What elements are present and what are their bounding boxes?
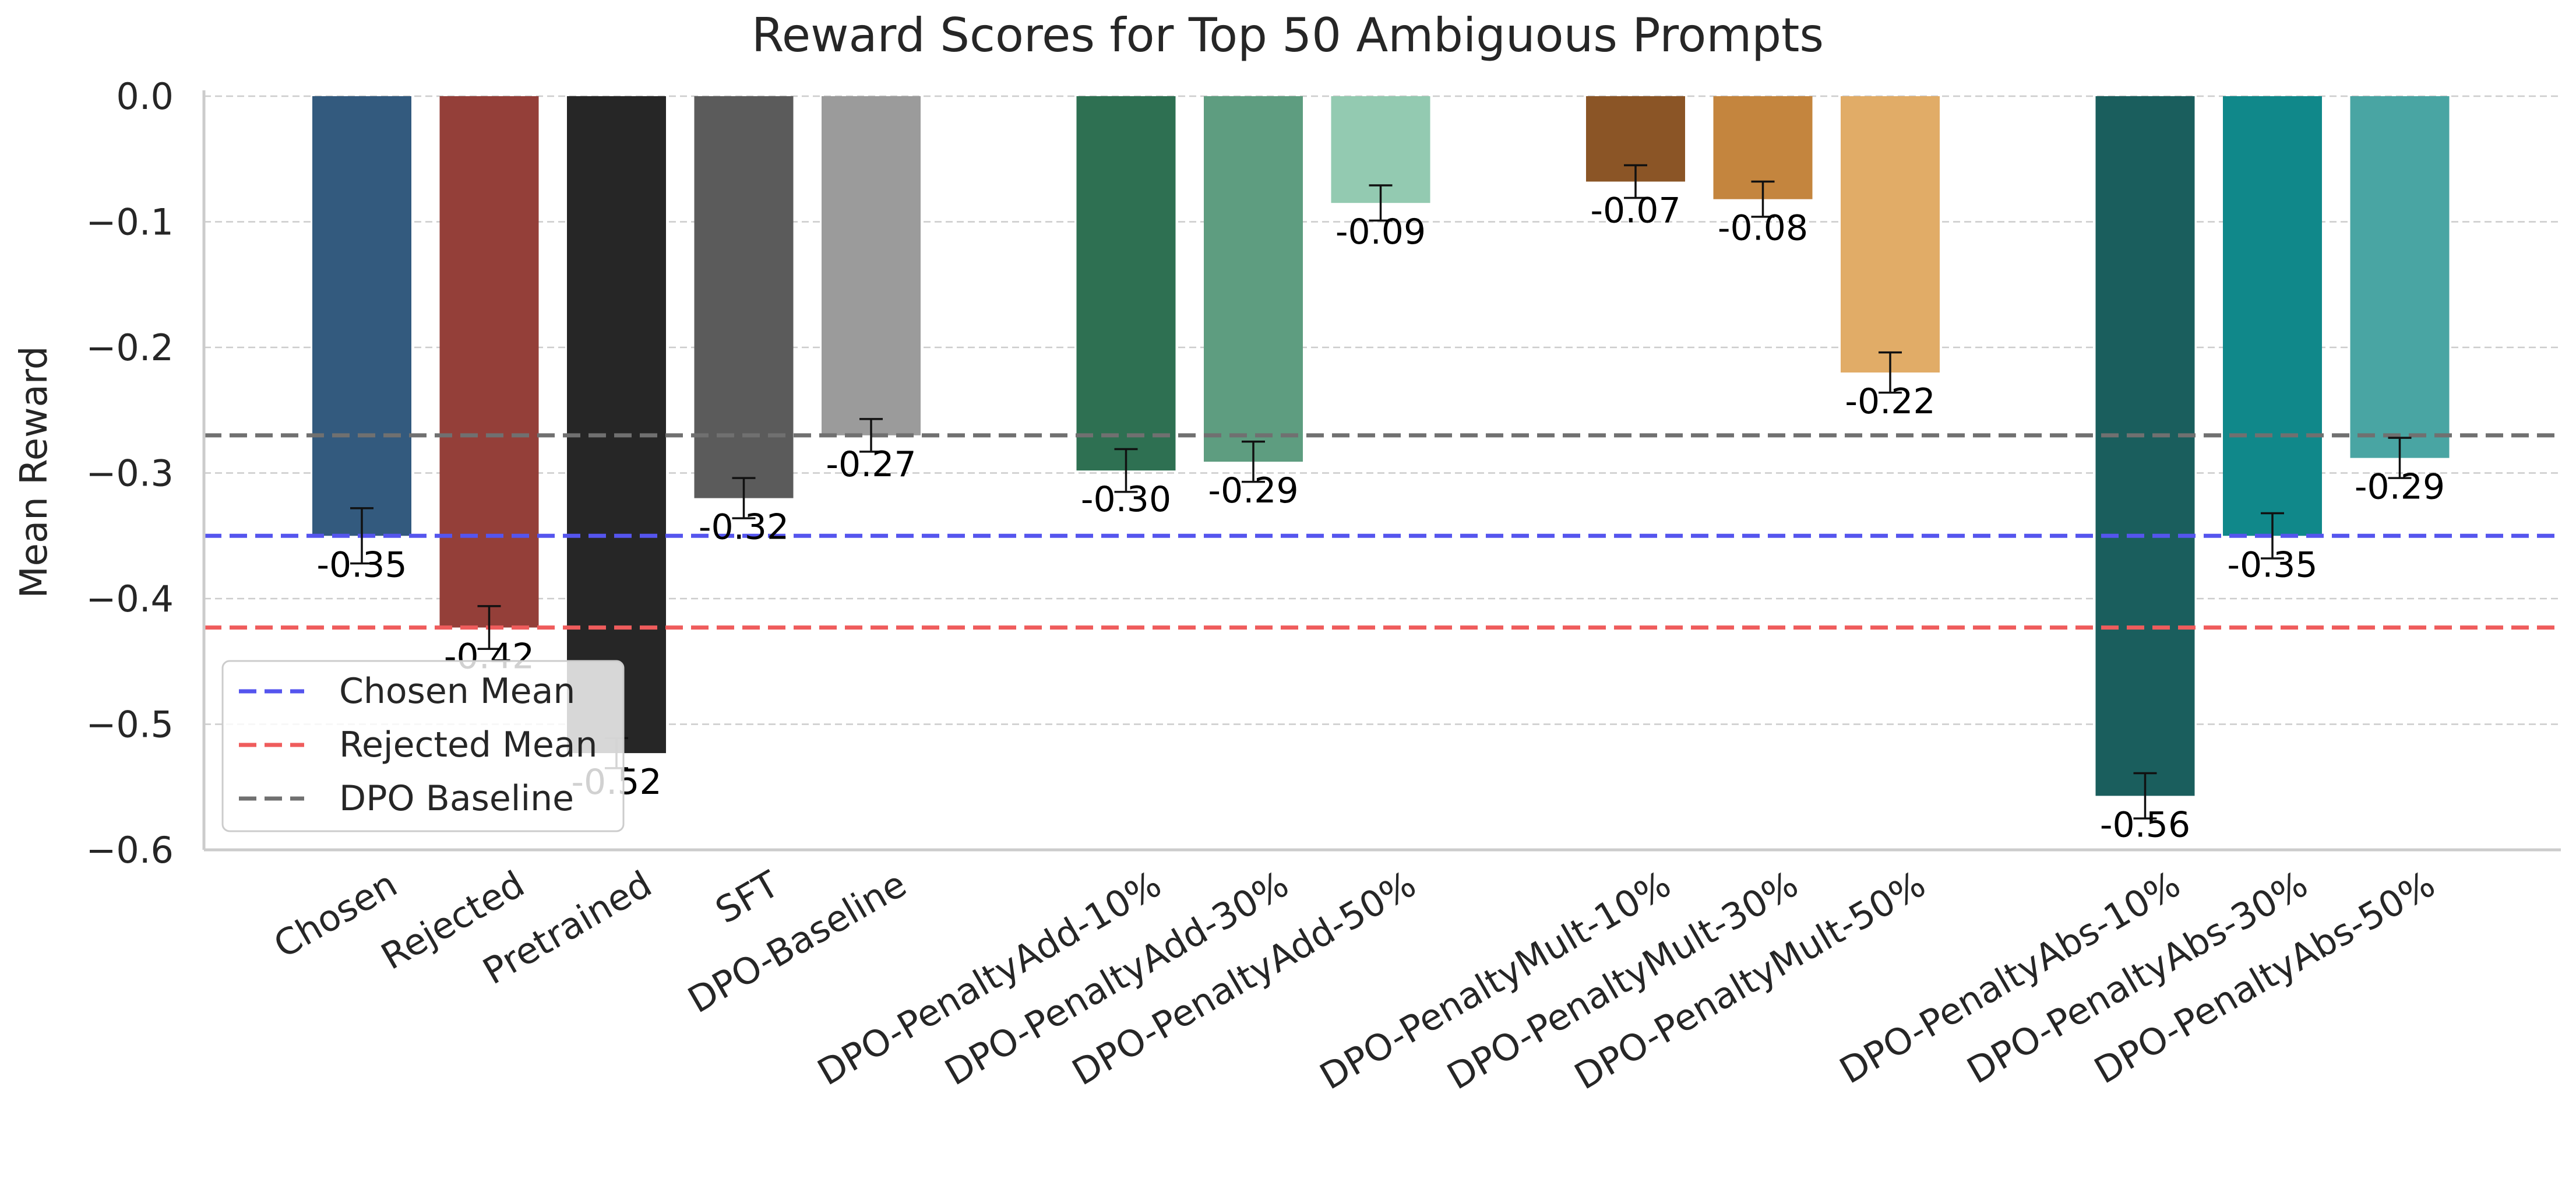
value-labels: -0.35-0.42-0.52-0.32-0.27-0.30-0.29-0.09… xyxy=(316,191,2445,846)
bar xyxy=(1076,96,1176,471)
bar xyxy=(694,96,794,498)
legend-label: Rejected Mean xyxy=(339,725,598,765)
y-tick-label: −0.6 xyxy=(86,829,174,871)
chart-title: Reward Scores for Top 50 Ambiguous Promp… xyxy=(752,8,1824,62)
y-tick-label: −0.4 xyxy=(86,578,174,620)
y-tick-label: −0.5 xyxy=(86,704,174,746)
legend-label: Chosen Mean xyxy=(339,671,575,712)
x-tick-label: DPO-Baseline xyxy=(681,863,913,1022)
y-tick-label: −0.1 xyxy=(86,201,174,244)
y-tick-labels: 0.0 −0.1 −0.2 −0.3 −0.4 −0.5 −0.6 xyxy=(86,75,174,871)
data-label: -0.35 xyxy=(2227,544,2317,585)
bar xyxy=(1204,96,1303,462)
bar xyxy=(2350,96,2450,458)
y-axis-label: Mean Reward xyxy=(13,346,56,598)
x-tick-label: SFT xyxy=(709,862,787,932)
bar xyxy=(312,96,411,536)
data-label: -0.56 xyxy=(2100,804,2190,845)
bar xyxy=(1841,96,1940,373)
bar xyxy=(2223,96,2322,536)
legend-box xyxy=(221,660,625,832)
data-label: -0.22 xyxy=(1845,381,1935,422)
y-tick-label: 0.0 xyxy=(116,75,174,118)
data-label: -0.09 xyxy=(1335,212,1426,252)
legend-label: DPO Baseline xyxy=(339,778,574,819)
y-tick-label: −0.3 xyxy=(86,452,174,495)
legend: Chosen Mean Rejected Mean DPO Baseline xyxy=(221,660,625,832)
data-label: -0.07 xyxy=(1590,191,1680,231)
reference-lines xyxy=(204,433,2561,630)
data-label: -0.35 xyxy=(316,544,407,585)
data-label: -0.30 xyxy=(1081,479,1171,520)
data-label: -0.08 xyxy=(1718,208,1808,249)
data-label: -0.29 xyxy=(2355,467,2445,508)
bar xyxy=(567,96,666,754)
data-label: -0.32 xyxy=(699,507,789,548)
data-label: -0.27 xyxy=(826,444,916,485)
y-tick-label: −0.2 xyxy=(86,326,174,369)
bars xyxy=(312,96,2450,796)
error-bars xyxy=(350,164,2412,820)
axes xyxy=(202,90,2561,852)
bar xyxy=(2095,96,2195,796)
data-label: -0.29 xyxy=(1208,470,1298,511)
bar xyxy=(439,96,539,628)
bar xyxy=(822,96,921,435)
